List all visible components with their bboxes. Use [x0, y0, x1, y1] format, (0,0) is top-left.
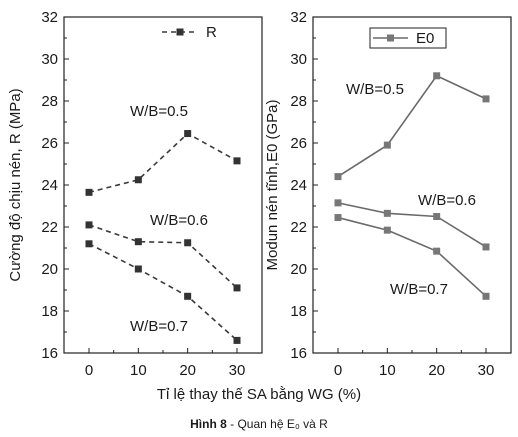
data-point: [482, 243, 490, 251]
data-point: [233, 284, 241, 292]
legend-marker: [176, 28, 184, 36]
series-line-2: [337, 202, 487, 248]
plot-frame: [312, 16, 512, 354]
data-point: [134, 238, 142, 246]
data-point: [334, 199, 342, 207]
y-tick-label: 28: [290, 93, 307, 110]
x-tick-label: 30: [229, 362, 246, 379]
data-point: [184, 130, 192, 138]
data-point: [85, 240, 93, 248]
x-tick-label: 10: [379, 362, 396, 379]
y-tick-label: 20: [290, 261, 307, 278]
data-point: [383, 226, 391, 234]
data-point: [233, 336, 241, 344]
y-tick-label: 28: [41, 93, 58, 110]
data-point: [184, 239, 192, 247]
caption-figure-number: Hình 8: [190, 417, 227, 431]
y-tick-label: 16: [41, 345, 58, 362]
series-line-1: [337, 74, 487, 178]
series-line-3: [337, 216, 487, 297]
y-tick-label: 24: [290, 177, 307, 194]
x-tick-label: 20: [179, 362, 196, 379]
y-tick-label: 26: [290, 135, 307, 152]
data-point: [433, 247, 441, 255]
y-tick-label: 18: [290, 303, 307, 320]
y-axis-title: Cường độ chịu nén, R (MPa): [7, 88, 24, 281]
legend-box: [369, 27, 447, 49]
chart-panel-right: 16 18 20 22 24 26 28 30 32 0 10 20 30 Modun nén tĩnh,…: [264, 9, 512, 379]
y-tick-label: 30: [41, 51, 58, 68]
figure-caption: Hình 8 - Quan hệ E₀ và R: [190, 417, 328, 431]
y-tick-label: 18: [41, 303, 58, 320]
legend-label: R: [206, 24, 217, 41]
data-point: [134, 176, 142, 184]
data-point: [134, 265, 142, 273]
y-tick-label: 16: [290, 345, 307, 362]
series-line-3: [88, 243, 238, 341]
x-tick-label: 10: [130, 362, 147, 379]
data-point: [233, 157, 241, 165]
x-tick-label: 20: [428, 362, 445, 379]
data-point: [482, 292, 490, 300]
series-line-2: [88, 224, 238, 289]
y-tick-label: 22: [41, 219, 58, 236]
data-point: [383, 209, 391, 217]
series-line-1: [88, 132, 238, 194]
data-point: [184, 292, 192, 300]
series-annotation: W/B=0.7: [130, 318, 188, 335]
data-point: [482, 95, 490, 103]
data-point: [85, 221, 93, 229]
chart-panel-left: 16 18 20 22 24 26 28 30 32 0 10 20 30 Cường độ chịu n…: [7, 9, 263, 379]
data-point: [383, 141, 391, 149]
y-tick-label: 32: [41, 9, 58, 26]
y-tick-label: 26: [41, 135, 58, 152]
data-point: [85, 188, 93, 196]
y-tick-label: 32: [290, 9, 307, 26]
caption-text: - Quan hệ E₀ và R: [227, 417, 328, 431]
y-tick-label: 30: [290, 51, 307, 68]
series-annotation: W/B=0.5: [346, 81, 404, 98]
y-axis-title: Modun nén tĩnh,E0 (GPa): [264, 100, 281, 271]
series-annotation: W/B=0.6: [150, 212, 208, 229]
y-tick-label: 22: [290, 219, 307, 236]
data-point: [433, 72, 441, 80]
data-point: [334, 173, 342, 181]
legend-marker: [387, 34, 394, 42]
y-tick-label: 24: [41, 177, 58, 194]
data-point: [433, 213, 441, 220]
x-axis-title: Tỉ lệ thay thế SA bằng WG (%): [157, 386, 361, 403]
y-tick-label: 20: [41, 261, 58, 278]
plot-frame: [63, 16, 263, 354]
data-point: [334, 214, 342, 222]
legend-label: E0: [416, 30, 434, 47]
series-annotation: W/B=0.7: [390, 281, 448, 298]
x-tick-label: 0: [85, 362, 93, 379]
x-tick-label: 0: [334, 362, 342, 379]
x-tick-label: 30: [478, 362, 495, 379]
series-annotation: W/B=0.6: [418, 192, 476, 209]
series-annotation: W/B=0.5: [130, 103, 188, 120]
